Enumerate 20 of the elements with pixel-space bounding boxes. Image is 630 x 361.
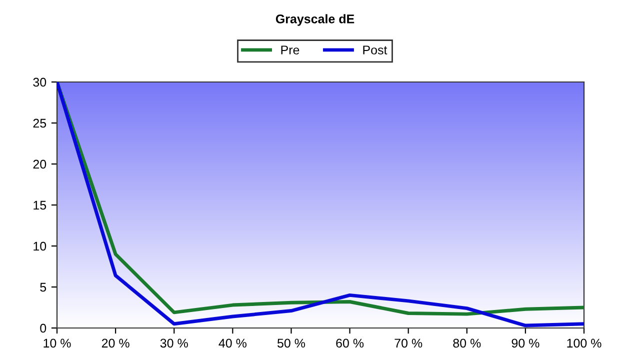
x-tick-label: 30 % <box>160 338 188 348</box>
y-tick-label: 25 <box>33 118 46 128</box>
y-tick-label: 5 <box>40 282 46 292</box>
legend-label: Post <box>363 46 388 54</box>
x-tick-label: 90 % <box>512 338 540 348</box>
x-tick-label: 10 % <box>44 338 71 348</box>
x-tick-label: 80 % <box>453 338 481 348</box>
y-tick-label: 10 <box>34 242 46 251</box>
y-tick-label: 30 <box>33 78 46 87</box>
x-tick-label: 60 % <box>336 338 364 348</box>
x-tick-label: 100 % <box>567 338 602 348</box>
legend-label: Pre <box>281 46 300 54</box>
chart-title: Grayscale dE <box>276 14 354 26</box>
y-tick-label: 15 <box>34 200 46 210</box>
x-tick-label: 50 % <box>277 338 306 348</box>
x-tick-label: 40 % <box>218 338 246 348</box>
y-tick-label: 0 <box>40 324 46 333</box>
x-tick-label: 20 % <box>102 338 130 348</box>
x-tick-label: 70 % <box>394 338 422 348</box>
y-tick-label: 20 <box>33 160 46 169</box>
